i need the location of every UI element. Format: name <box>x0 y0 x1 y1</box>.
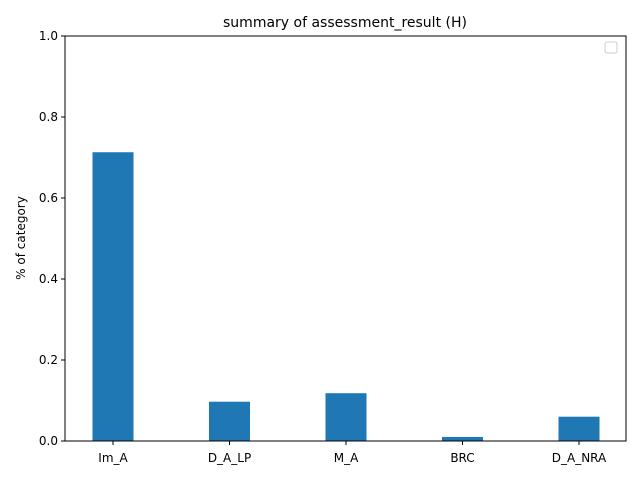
bar-m-a <box>325 393 367 441</box>
x-axis-ticks: Im_A D_A_LP M_A BRC D_A_NRA <box>98 441 607 465</box>
x-tick-label: D_A_LP <box>208 451 251 465</box>
bar-d-a-nra <box>558 416 600 441</box>
y-tick-label: 0.4 <box>39 272 58 286</box>
chart-title: summary of assessment_result (H) <box>223 15 467 31</box>
y-tick-label: 1.0 <box>39 29 58 43</box>
y-tick-label: 0.0 <box>39 434 58 448</box>
bars <box>92 152 600 442</box>
x-tick-label: Im_A <box>98 451 128 465</box>
y-tick-label: 0.2 <box>39 353 58 367</box>
y-tick-label: 0.6 <box>39 191 58 205</box>
x-tick-label: M_A <box>334 451 359 465</box>
y-axis-label: % of category <box>14 196 28 280</box>
plot-frame <box>64 35 627 442</box>
x-tick-label: BRC <box>450 451 474 465</box>
x-tick-label: D_A_NRA <box>552 451 607 465</box>
legend-box <box>604 41 618 54</box>
bar-im-a <box>92 152 134 442</box>
y-axis-ticks: 0.0 0.2 0.4 0.6 0.8 1.0 <box>39 29 65 448</box>
y-tick-label: 0.8 <box>39 110 58 124</box>
bar-brc <box>442 436 483 441</box>
bar-d-a-lp <box>209 401 250 441</box>
